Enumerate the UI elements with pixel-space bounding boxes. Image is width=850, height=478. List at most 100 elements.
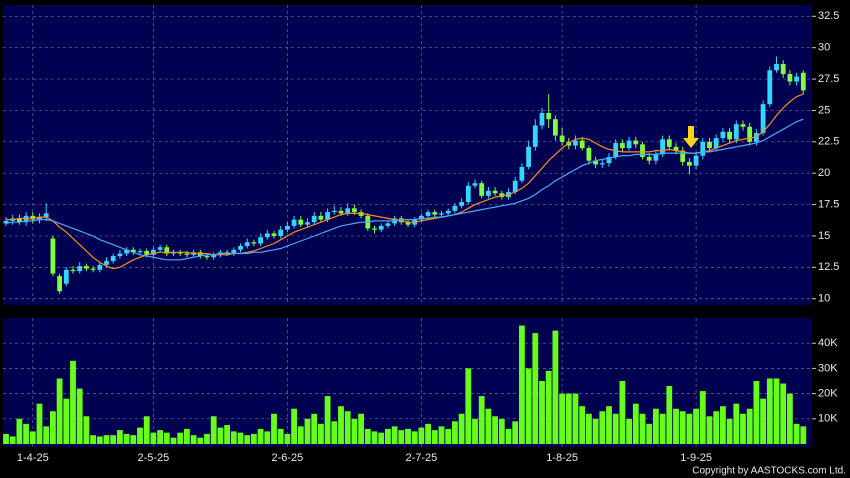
candle-body [593,160,598,165]
candle-body [258,237,263,244]
candle-body [787,74,793,82]
candle-body [613,143,619,157]
candle-body [680,150,686,162]
volume-bar [398,430,405,444]
candle-body [278,229,284,236]
candle-body [425,212,431,216]
y-tick-label: 15 [818,230,830,242]
y-tick-label: 40K [818,337,838,349]
candle-body [110,256,116,262]
volume-bar [230,431,237,444]
candle-body [157,247,163,250]
volume-bar [512,421,519,444]
candle-body [439,213,444,215]
candle-body [432,212,438,215]
volume-bar [110,435,117,444]
volume-bar [157,430,163,444]
candle-body [331,210,337,213]
volume-bar [364,428,371,444]
candle-body [713,138,719,149]
candle-body [43,213,49,218]
candle-body [492,190,498,194]
volume-bar [559,393,565,444]
volume-bar [9,436,16,444]
volume-bar [137,427,143,444]
candle-body [171,252,176,254]
volume-bar [492,416,498,444]
volume-bar [626,418,632,444]
volume-bar [63,398,70,444]
volume-bar [572,393,579,444]
volume-bar [452,421,458,444]
volume-bar [331,421,338,444]
y-tick-label: 20K [818,388,838,400]
volume-bar [244,435,251,444]
candle-body [519,166,525,181]
y-tick-label: 27.5 [818,73,839,85]
volume-bar [438,426,445,444]
volume-bar [800,426,807,444]
candle-body [97,264,103,270]
volume-bar [418,427,425,444]
volume-bar [673,408,679,444]
volume-bar [780,383,787,444]
volume-bar [76,388,83,444]
volume-bar [318,423,324,444]
volume-bar [271,413,277,444]
candle-body [512,180,518,193]
volume-bar [740,413,746,444]
volume-bar [224,425,230,444]
candle-body [774,63,779,71]
volume-bar [586,413,592,444]
volume-bar [123,433,130,444]
candle-body [539,112,545,126]
candle-body [117,253,123,257]
candle-body [372,228,377,230]
volume-bar [619,381,626,444]
volume-bar [251,433,257,444]
volume-bar [371,431,378,444]
candle-body [733,124,739,140]
candle-body [23,215,29,223]
volume-bar [358,413,364,444]
volume-bar [170,437,177,444]
volume-bar [766,378,773,444]
volume-bar [324,396,331,444]
volume-bar [478,396,485,444]
candle-body [452,205,458,211]
candle-body [633,140,639,145]
volume-bar [472,418,478,444]
volume-bar [659,413,666,444]
volume-bar [773,378,780,444]
candle-body [318,215,324,220]
candle-body [37,217,42,220]
volume-bar [43,426,50,444]
candle-body [17,218,22,223]
volume-bar [29,431,36,444]
candle-body [164,247,170,254]
copyright: Copyright by AASTOCKS.com Ltd. [692,466,846,477]
volume-bar [117,430,123,444]
volume-bar [163,432,170,444]
candle-body [244,242,250,247]
volume-bar [525,368,532,444]
volume-bar [378,432,385,444]
volume-bar [699,391,706,444]
candle-body [499,193,505,198]
candle-body [465,185,471,203]
y-tick-label: 20 [818,167,830,179]
candle-body [620,143,625,149]
candle-body [271,233,277,236]
volume-bar [539,381,545,444]
candle-body [693,155,699,166]
signal-arrow [683,126,699,148]
volume-bar [391,426,398,444]
volume-bar [311,413,318,444]
volume-bar [23,423,29,444]
candle-body [30,215,36,220]
volume-bar [257,428,264,444]
candle-body [532,125,538,147]
candle-body [57,276,62,292]
volume-bar [36,403,43,444]
